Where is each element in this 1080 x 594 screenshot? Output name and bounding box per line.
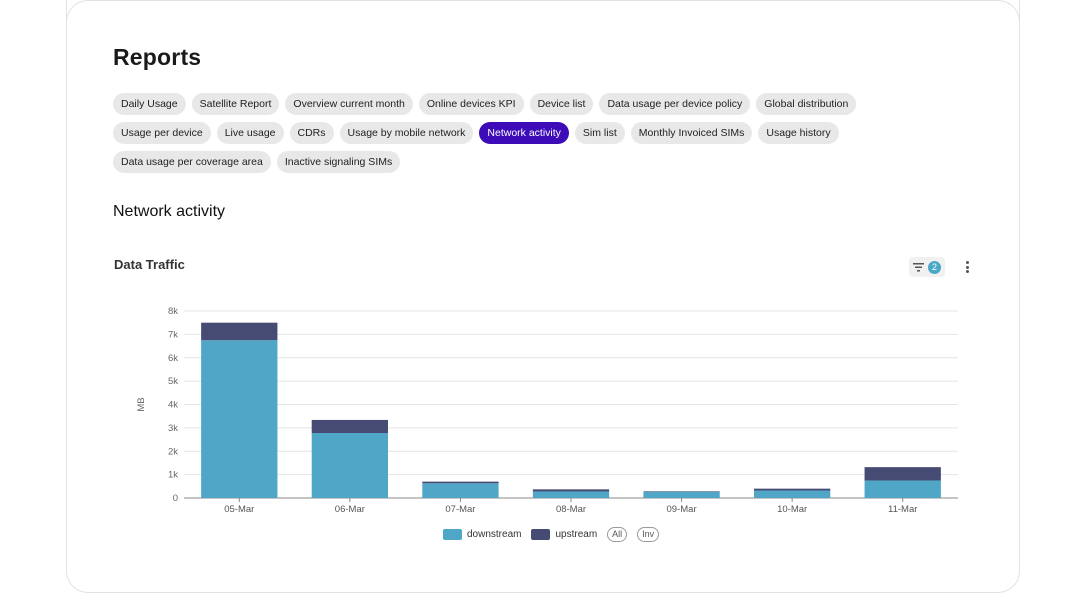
legend-item-downstream[interactable]: downstream (443, 529, 521, 540)
y-tick-label: 0 (173, 493, 178, 504)
x-tick-label: 11-Mar (888, 504, 917, 515)
report-tab-row: Usage per device Live usage CDRs Usage by m… (113, 122, 913, 144)
report-tabs: Daily Usage Satellite Report Overview curr… (113, 93, 913, 180)
report-tab-data-usage-per-coverage-area[interactable]: Data usage per coverage area (113, 151, 271, 173)
bar-downstream (532, 491, 610, 498)
chart-legend: downstream upstream All Inv (443, 527, 660, 542)
report-tab-sim-list[interactable]: Sim list (574, 122, 625, 144)
page-title: Reports (113, 44, 202, 70)
report-tab-usage-per-device[interactable]: Usage per device (113, 122, 211, 144)
chart-toolbar: 2 (909, 257, 971, 277)
y-tick-label: 2k (168, 446, 178, 457)
report-tab-monthly-invoiced-sims[interactable]: Monthly Invoiced SIMs (630, 122, 753, 144)
bar-downstream (643, 491, 720, 498)
bar-upstream (201, 322, 278, 341)
bar-downstream (201, 340, 278, 498)
bar-downstream (311, 433, 389, 498)
legend-label-upstream: upstream (555, 529, 598, 540)
legend-item-upstream[interactable]: upstream (531, 529, 597, 540)
x-tick-label: 05-Mar (224, 504, 254, 515)
report-tab-row: Daily Usage Satellite Report Overview curr… (113, 93, 913, 115)
x-tick-label: 06-Mar (335, 504, 365, 515)
x-tick-label: 07-Mar (445, 504, 475, 515)
bar-downstream (864, 480, 941, 498)
y-tick-label: 8k (168, 306, 178, 317)
report-tab-inactive-signaling-sims[interactable]: Inactive signaling SIMs (276, 151, 401, 173)
legend-swatch-downstream (443, 529, 462, 540)
chart-title: Data Traffic (114, 257, 185, 272)
report-tab-live-usage[interactable]: Live usage (216, 122, 284, 144)
bar-upstream (753, 488, 831, 491)
y-tick-label: 1k (168, 470, 178, 481)
filter-count-badge: 2 (928, 260, 941, 274)
report-tab-overview-current-month[interactable]: Overview current month (285, 93, 413, 115)
bar-upstream (422, 481, 499, 484)
report-tab-row: Data usage per coverage area Inactive sig… (113, 151, 913, 173)
legend-swatch-upstream (531, 529, 551, 540)
report-tab-cdrs[interactable]: CDRs (289, 122, 334, 144)
x-tick-label: 10-Mar (777, 504, 807, 515)
report-tab-daily-usage[interactable]: Daily Usage (113, 93, 186, 115)
bar-downstream (753, 490, 831, 498)
section-title: Network activity (113, 203, 226, 220)
report-tab-satellite-report[interactable]: Satellite Report (191, 93, 280, 115)
report-tab-usage-by-mobile-network[interactable]: Usage by mobile network (339, 122, 474, 144)
more-vertical-icon[interactable] (963, 259, 971, 275)
x-tick-label: 08-Mar (556, 504, 586, 515)
bar-upstream (532, 489, 610, 492)
report-tab-data-usage-per-device-policy[interactable]: Data usage per device policy (599, 93, 751, 115)
bar-upstream (864, 467, 941, 481)
y-tick-label: 3k (168, 423, 178, 434)
bar-upstream (311, 419, 389, 434)
report-tab-usage-history[interactable]: Usage history (758, 122, 839, 144)
report-tab-device-list[interactable]: Device list (529, 93, 594, 115)
legend-label-downstream: downstream (467, 529, 522, 540)
y-axis-label: MB (136, 397, 147, 411)
legend-invert-button[interactable]: Inv (637, 527, 660, 542)
filter-icon (913, 262, 924, 271)
legend-select-all-button[interactable]: All (607, 527, 628, 542)
data-traffic-chart: 0 1k 2k 3k 4k 5k 6k 7k 8k MB 05-Mar 06-Mar 07-Mar 08-… (136, 306, 958, 515)
y-tick-label: 4k (168, 400, 178, 411)
y-tick-label: 6k (168, 353, 178, 364)
report-tab-online-devices-kpi[interactable]: Online devices KPI (418, 93, 524, 115)
report-tab-network-activity[interactable]: Network activity (479, 122, 569, 144)
y-tick-label: 5k (168, 376, 178, 387)
x-tick-label: 09-Mar (667, 504, 697, 515)
report-tab-global-distribution[interactable]: Global distribution (756, 93, 857, 115)
y-tick-label: 7k (168, 329, 178, 340)
bar-downstream (422, 483, 499, 498)
filter-button[interactable]: 2 (909, 257, 945, 277)
